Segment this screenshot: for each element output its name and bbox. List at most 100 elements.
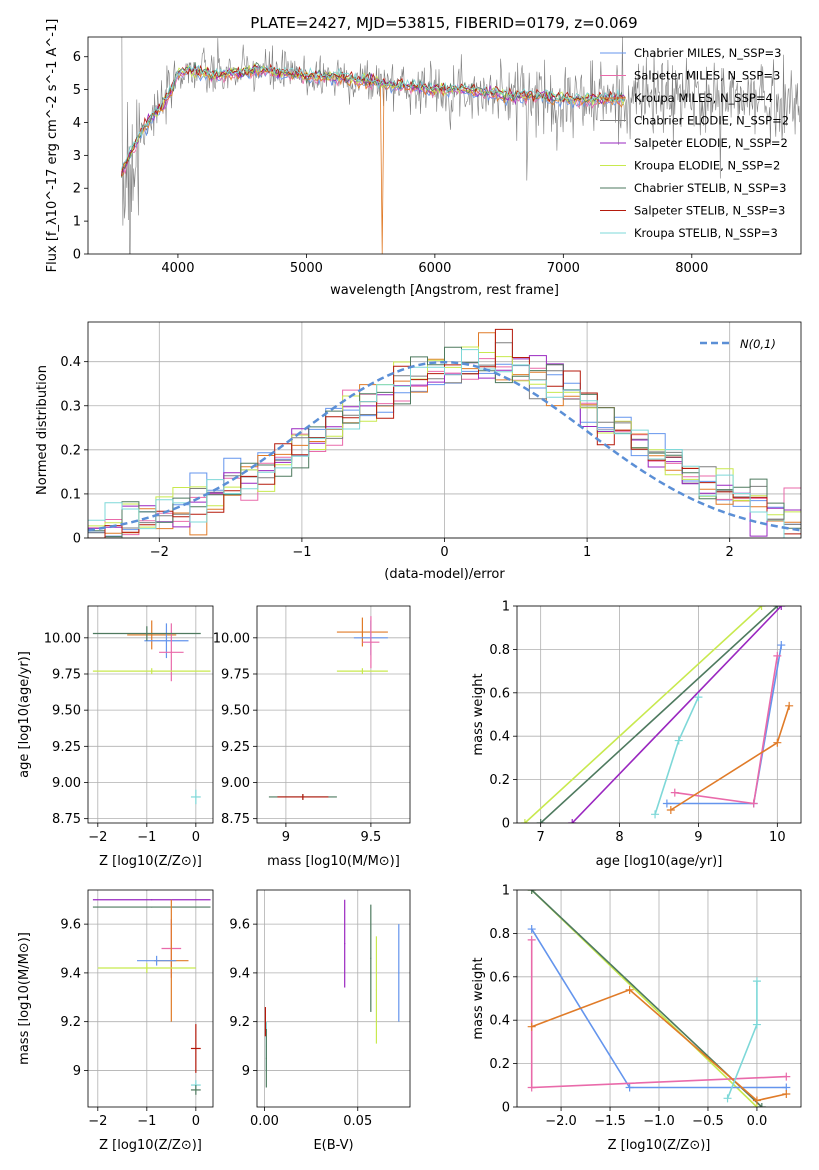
marker-plus — [666, 805, 675, 814]
y-tick-label: 9.00 — [52, 776, 81, 791]
data-point — [146, 967, 148, 969]
data-point — [264, 1021, 266, 1023]
marker-plus — [752, 1096, 761, 1105]
data-point — [361, 631, 363, 633]
x-tick-label: 0 — [192, 830, 200, 845]
data-point — [370, 641, 372, 643]
legend-label: Kroupa MILES, N_SSP=4 — [634, 91, 773, 105]
residual-histogram-marks — [88, 328, 801, 538]
legend-label: Salpeter STELIB, N_SSP=3 — [634, 204, 785, 218]
y-axis-label: mass [log10(M/M⊙)] — [17, 932, 32, 1065]
marker-plus — [527, 1083, 536, 1092]
y-tick-label: 0.6 — [489, 686, 510, 701]
y-tick-label: 9.25 — [221, 740, 250, 755]
y-tick-label: 0.2 — [489, 1057, 510, 1072]
y-tick-label: 0.2 — [60, 443, 81, 458]
y-axis-label: mass weight — [471, 673, 486, 755]
spectrum-marks — [121, 37, 800, 254]
model-fit-line — [121, 63, 626, 176]
marker-plus — [773, 738, 782, 747]
y-tick-label: 10.00 — [44, 631, 81, 646]
data-point — [151, 670, 153, 672]
y-tick-label: 0.4 — [489, 730, 510, 745]
marker-plus — [674, 736, 683, 745]
marker-plus — [777, 641, 786, 650]
x-tick-label: 7000 — [547, 261, 580, 276]
marker-plus — [782, 1072, 791, 1081]
y-tick-label: 9.75 — [221, 667, 250, 682]
y-tick-label: 9.6 — [229, 918, 250, 933]
figure-title: PLATE=2427, MJD=53815, FIBERID=0179, z=0… — [250, 14, 637, 32]
marker-plus — [777, 606, 786, 610]
x-tick-label: 0.0 — [747, 1114, 768, 1129]
data-point — [265, 1057, 267, 1059]
mass-weight-vs-Z-marks — [527, 890, 791, 1107]
marker-plus — [752, 977, 761, 986]
marker-plus — [527, 925, 536, 934]
data-point — [195, 796, 197, 798]
axes-frame — [87, 605, 214, 824]
legend-label: Salpeter MILES, N_SSP=3 — [634, 69, 780, 83]
y-tick-label: 5 — [73, 83, 81, 98]
x-tick-label: 1 — [583, 545, 591, 560]
x-axis-label: (data-model)/error — [384, 567, 505, 582]
marker-plus — [651, 810, 660, 819]
y-tick-label: 0.8 — [489, 927, 510, 942]
marker-plus — [527, 935, 536, 944]
data-point — [344, 943, 346, 945]
marker-plus — [527, 1022, 536, 1031]
marker-plus — [782, 1089, 791, 1098]
data-point — [195, 1089, 197, 1091]
y-tick-label: 9 — [242, 1064, 250, 1079]
x-tick-label: −2.0 — [545, 1114, 577, 1129]
y-tick-label: 1 — [73, 215, 81, 230]
y-tick-label: 6 — [73, 50, 81, 65]
y-tick-label: 4 — [73, 116, 81, 131]
x-tick-label: 9 — [282, 830, 290, 845]
x-tick-label: 4000 — [161, 261, 194, 276]
x-tick-label: 5000 — [290, 261, 323, 276]
x-axis-label: Z [log10(Z/Z⊙)] — [608, 1138, 711, 1153]
y-tick-label: 0 — [73, 532, 81, 547]
axes-frame — [87, 889, 214, 1108]
mass-weight-line — [524, 606, 763, 823]
y-tick-label: 0.4 — [60, 355, 81, 370]
x-tick-label: 8 — [615, 830, 623, 845]
axes-frame — [256, 889, 411, 1108]
normal-curve — [88, 360, 801, 532]
marker-plus — [670, 788, 679, 797]
axes-frame — [87, 36, 802, 255]
data-point — [146, 632, 148, 635]
x-tick-label: −1 — [137, 1114, 156, 1129]
y-tick-label: 8.75 — [52, 812, 81, 827]
x-axis-label: E(B-V) — [313, 1138, 353, 1153]
y-tick-label: 0.1 — [60, 487, 81, 502]
marker-plus — [520, 819, 529, 823]
x-tick-label: −2 — [88, 830, 107, 845]
marker-plus — [625, 1083, 634, 1092]
axes-frame — [516, 605, 802, 824]
legend-label: Kroupa ELODIE, N_SSP=2 — [634, 159, 780, 173]
y-tick-label: 0.3 — [60, 399, 81, 414]
x-tick-label: 6000 — [418, 261, 451, 276]
marker-plus — [773, 651, 782, 660]
data-point — [398, 972, 400, 974]
y-tick-label: 0.4 — [489, 1014, 510, 1029]
y-tick-label: 9.4 — [229, 966, 250, 981]
x-tick-label: 8000 — [675, 261, 708, 276]
data-point — [156, 960, 158, 962]
data-point — [170, 651, 172, 653]
y-tick-label: 0 — [502, 817, 510, 832]
x-tick-label: 0.05 — [343, 1114, 372, 1129]
y-tick-label: 9.00 — [221, 776, 250, 791]
x-tick-label: 0 — [192, 1114, 200, 1129]
y-tick-label: 9.2 — [229, 1015, 250, 1030]
legend-label: N(0,1) — [740, 337, 776, 351]
axes-frame — [87, 321, 802, 539]
y-tick-label: 9.25 — [52, 740, 81, 755]
x-tick-label: −2 — [150, 545, 169, 560]
mass-weight-line — [531, 988, 787, 1102]
mass-vs-Z-marks — [92, 899, 211, 1095]
x-tick-label: 7 — [537, 830, 545, 845]
